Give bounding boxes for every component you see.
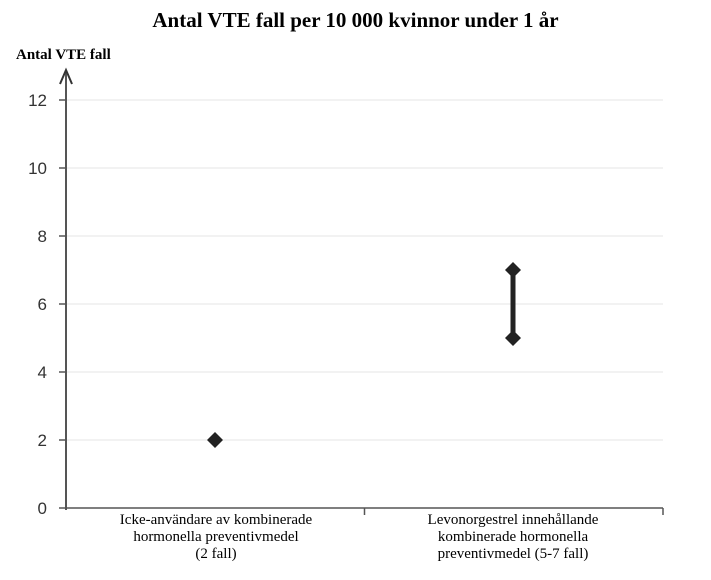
chart-title: Antal VTE fall per 10 000 kvinnor under … bbox=[152, 8, 559, 32]
category-label-levonorgestrel: Levonorgestrel innehållande kombinerade … bbox=[373, 512, 653, 563]
category-label-line: Icke-användare av kombinerade bbox=[119, 512, 313, 528]
y-tick-label: 12 bbox=[28, 91, 47, 110]
category-label-line: hormonella preventivmedel bbox=[133, 529, 299, 545]
y-tick-label: 10 bbox=[28, 159, 47, 178]
range-low-point bbox=[505, 330, 521, 346]
y-tick-label: 6 bbox=[38, 295, 47, 314]
category-label-line: preventivmedel (5-7 fall) bbox=[437, 546, 589, 562]
y-tick-label: 8 bbox=[38, 227, 47, 246]
y-axis-arrow bbox=[59, 67, 73, 85]
category-label-line: kombinerade hormonella bbox=[437, 529, 589, 545]
category-label-non-users: Icke-användare av kombinerade hormonella… bbox=[76, 512, 356, 563]
category-label-line: Levonorgestrel innehållande bbox=[427, 512, 599, 528]
data-point bbox=[207, 432, 223, 448]
y-tick-label: 0 bbox=[38, 499, 47, 518]
range-high-point bbox=[505, 262, 521, 278]
y-axis-label: Antal VTE fall bbox=[16, 47, 111, 63]
y-tick-label: 2 bbox=[38, 431, 47, 450]
category-label-line: (2 fall) bbox=[195, 546, 237, 562]
y-tick-label: 4 bbox=[38, 363, 47, 382]
